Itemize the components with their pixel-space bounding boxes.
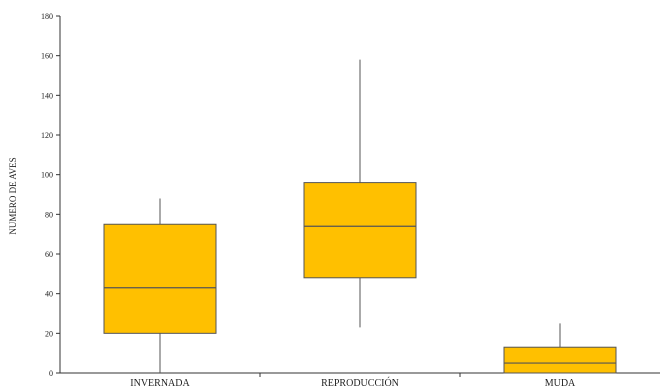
y-tick-label: 180 [41, 12, 53, 21]
y-tick-label: 40 [45, 290, 53, 299]
y-tick-label: 160 [41, 52, 53, 61]
y-tick-label: 80 [45, 210, 53, 219]
y-tick-label: 140 [41, 91, 53, 100]
box-reproducción [303, 182, 417, 279]
x-category-label: INVERNADA [130, 378, 190, 389]
box-invernada [103, 223, 217, 334]
y-tick-label: 0 [49, 369, 53, 378]
x-category-label: MUDA [545, 378, 576, 389]
plot-area: 0 20 40 60 80 100 120 140 160 180 INVERNADA REPRODU… [41, 12, 660, 389]
y-tick-label: 100 [41, 171, 53, 180]
y-tick-label: 60 [45, 250, 53, 259]
y-axis-title: NUMERO DE AVES [8, 157, 18, 234]
y-tick-label: 20 [45, 329, 53, 338]
x-category-label: REPRODUCCIÓN [321, 377, 399, 389]
y-tick-label: 120 [41, 131, 53, 140]
box-muda [503, 346, 617, 374]
